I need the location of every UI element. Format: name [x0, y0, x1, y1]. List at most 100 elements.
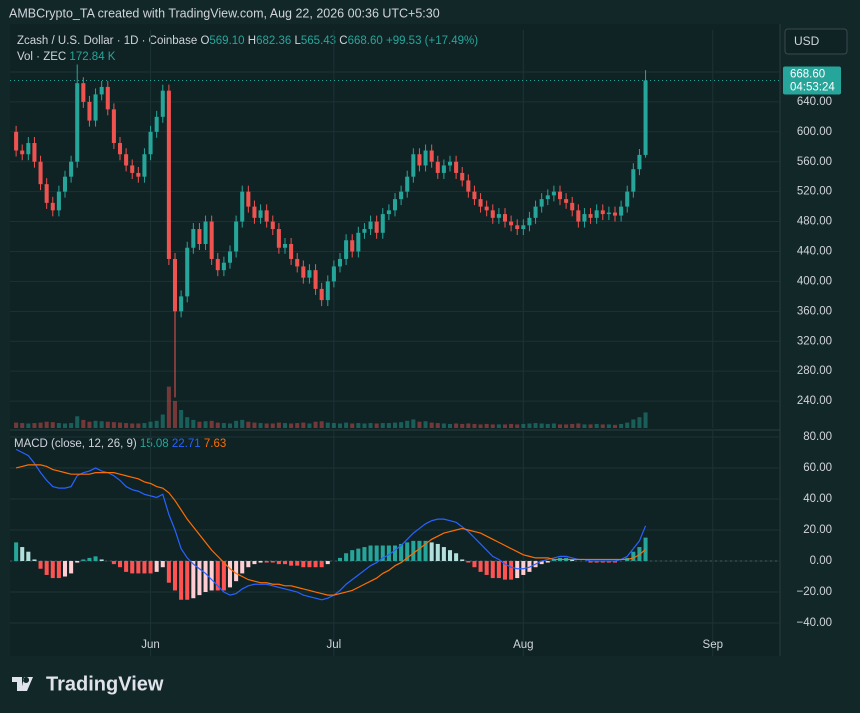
macd-histogram-bar [191, 561, 196, 599]
macd-histogram-bar [20, 547, 25, 562]
candle-body [356, 232, 361, 252]
hist-value: 15.08 [140, 438, 169, 450]
macd-histogram-bar [405, 542, 410, 562]
volume-bar [594, 423, 599, 428]
candle-body [130, 165, 135, 173]
y-tick-label: 320.00 [797, 335, 832, 347]
candle-body [75, 83, 80, 162]
candle-body [313, 270, 318, 289]
macd-histogram-bar [270, 561, 275, 563]
candle-body [557, 191, 563, 200]
candle-body [154, 116, 159, 132]
volume-bar [124, 423, 129, 428]
candle-body [282, 244, 288, 248]
volume-bar [62, 423, 68, 428]
volume-bar [93, 420, 98, 428]
macd-histogram-bar [435, 543, 440, 562]
volume-bar [325, 422, 330, 428]
candle-body [399, 191, 404, 200]
macd-histogram-bar [521, 561, 526, 575]
volume-bar [191, 419, 196, 428]
candle-body [148, 131, 153, 155]
macd-histogram-bar [539, 561, 544, 565]
volume-bar [619, 423, 624, 428]
button-frame[interactable] [784, 28, 848, 55]
volume-bar [105, 421, 110, 428]
y-tick-label: −20.00 [797, 586, 833, 598]
macd-histogram-bar [313, 561, 318, 568]
macd-histogram-bar [374, 545, 379, 562]
volume-bar [551, 423, 556, 428]
volume-bar [331, 423, 336, 428]
candle-body [411, 154, 416, 177]
candle-body [454, 161, 459, 173]
macd-histogram-bar [337, 557, 343, 562]
macd-histogram-bar [240, 561, 245, 574]
volume-bar [14, 422, 19, 428]
candle-body [14, 131, 19, 151]
logo-text: TradingView [46, 673, 164, 695]
volume-bar [533, 423, 538, 428]
macd-histogram-bar [295, 561, 300, 566]
candle-body [301, 266, 306, 278]
macd-histogram-bar [160, 561, 165, 568]
macd-histogram-bar [154, 561, 159, 572]
volume-bar [142, 423, 147, 428]
volume-bar [631, 419, 636, 428]
macd-histogram-bar [14, 542, 19, 562]
volume-bar [490, 424, 495, 428]
volume-bar [557, 424, 563, 428]
volume-bar [337, 423, 343, 428]
macd-histogram-bar [197, 561, 202, 596]
macd-histogram-bar [631, 551, 636, 562]
ohlc-key: H [248, 35, 256, 47]
candle-body [191, 229, 196, 248]
candle-body [111, 109, 116, 144]
macd-histogram-bar [570, 559, 575, 562]
x-tick-label: Aug [513, 639, 533, 651]
candle-body [564, 199, 569, 203]
volume-bar [399, 422, 404, 428]
macd-histogram-bar [612, 561, 618, 563]
candle-body [215, 258, 220, 271]
macd-value: 22.71 [172, 438, 201, 450]
macd-histogram-bar [606, 561, 611, 563]
macd-histogram-bar [301, 561, 306, 568]
candle-body [105, 86, 110, 110]
currency-button[interactable]: USD [784, 28, 848, 55]
volume-bar [582, 424, 587, 428]
y-tick-label: 640.00 [797, 96, 832, 108]
candle-body [331, 266, 336, 282]
volume-bar [344, 422, 349, 428]
volume-bar [295, 423, 300, 428]
volume-bar [380, 423, 385, 428]
candle-body [69, 161, 74, 177]
volume-bar [417, 421, 422, 428]
macd-histogram-bar [289, 561, 294, 566]
macd-histogram-bar [600, 561, 605, 563]
candle-body [368, 221, 373, 230]
candle-body [490, 210, 495, 218]
macd-histogram-bar [258, 561, 263, 563]
candle-body [631, 169, 636, 192]
y-tick-label: 0.00 [810, 555, 832, 567]
volume-bar [301, 422, 306, 428]
candle-body [502, 214, 508, 222]
candle-body [142, 154, 147, 177]
volume-legend: Vol · ZEC 172.84 K [17, 51, 116, 63]
candle-body [325, 281, 330, 301]
macd-histogram-bar [319, 561, 324, 568]
candle-body [197, 229, 202, 244]
volume-bar [441, 423, 446, 428]
candle-body [99, 86, 104, 95]
volume-bar [38, 422, 43, 428]
macd-histogram-bar [307, 561, 312, 568]
volume-bar [307, 423, 312, 428]
volume-bar [117, 422, 123, 428]
signal-value: 7.63 [204, 438, 226, 450]
y-tick-label: 280.00 [797, 365, 832, 377]
button-label[interactable]: USD [794, 34, 820, 48]
macd-histogram-bar [282, 561, 288, 565]
candle-body [619, 206, 624, 216]
volume-bar [240, 419, 245, 428]
